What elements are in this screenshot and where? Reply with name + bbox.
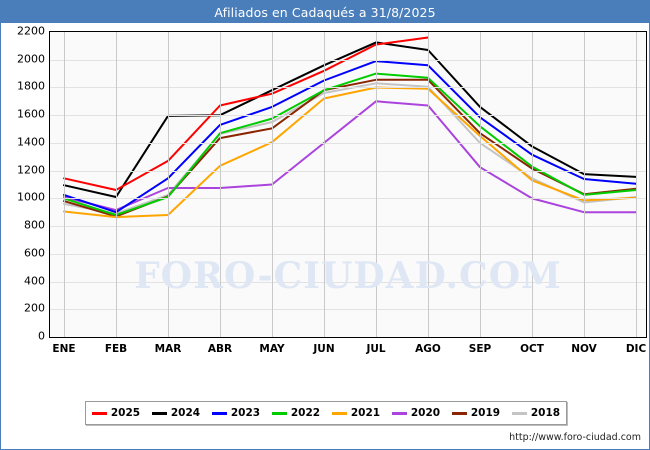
legend-item-2018[interactable]: 2018 (511, 407, 561, 419)
legend-item-label: 2023 (230, 407, 261, 419)
series-line-2020 (63, 100, 637, 214)
x-axis-tick-label: MAR (154, 343, 182, 355)
x-axis-tick-label: NOV (571, 343, 597, 355)
window-title-bar: Afiliados en Cadaqués a 31/8/2025 (1, 1, 649, 23)
legend-swatch-icon (271, 411, 287, 415)
series-line-2023 (63, 60, 637, 214)
x-axis-tick-label: MAY (259, 343, 285, 355)
legend-item-2021[interactable]: 2021 (331, 407, 381, 419)
grid-line-vertical (480, 32, 481, 337)
y-axis-tick-label: 2200 (17, 24, 45, 38)
legend-item-label: 2025 (110, 407, 141, 419)
grid-line-vertical (324, 32, 325, 337)
grid-line-vertical (532, 32, 533, 337)
y-axis-tick-label: 1600 (17, 107, 45, 121)
page-title: Afiliados en Cadaqués a 31/8/2025 (214, 4, 436, 20)
grid-line-vertical (168, 32, 169, 337)
y-axis-tick-label: 0 (38, 329, 45, 343)
y-axis-tick-label: 1400 (17, 135, 45, 149)
legend-item-2020[interactable]: 2020 (391, 407, 441, 419)
grid-line-horizontal (50, 254, 646, 255)
grid-line-horizontal (50, 282, 646, 283)
grid-line-horizontal (50, 115, 646, 116)
legend-swatch-icon (451, 411, 467, 415)
x-axis: ENE FEB MAR ABR MAY JUN JUL AGO SEP OCT NOV DIC (49, 339, 647, 359)
y-axis-tick-label: 1800 (17, 79, 45, 93)
grid-line-horizontal (50, 309, 646, 310)
x-axis-tick-label: OCT (520, 343, 544, 355)
series-line-2018 (63, 82, 637, 215)
legend-item-2023[interactable]: 2023 (211, 407, 261, 419)
series-line-2025 (63, 36, 429, 191)
legend-swatch-icon (331, 411, 347, 415)
grid-line-vertical (64, 32, 65, 337)
x-axis-tick-label: ENE (52, 343, 76, 355)
x-axis-tick-label: JUN (313, 343, 335, 355)
grid-line-horizontal (50, 87, 646, 88)
grid-line-vertical (584, 32, 585, 337)
plot-area (49, 31, 647, 338)
legend-swatch-icon (211, 411, 227, 415)
chart-container: 0 200 400 600 800 1000 1200 1400 1600 1800 2000 220… (1, 23, 649, 427)
legend-item-label: 2020 (410, 407, 441, 419)
grid-line-vertical (220, 32, 221, 337)
grid-line-vertical (428, 32, 429, 337)
legend-swatch-icon (391, 411, 407, 415)
grid-line-horizontal (50, 171, 646, 172)
series-line-2024 (63, 41, 637, 198)
grid-line-vertical (116, 32, 117, 337)
x-axis-tick-label: ABR (207, 343, 233, 355)
legend-item-2019[interactable]: 2019 (451, 407, 501, 419)
x-axis-tick-label: SEP (468, 343, 492, 355)
legend-item-label: 2022 (290, 407, 321, 419)
y-axis-tick-label: 200 (24, 301, 45, 315)
grid-line-horizontal (50, 60, 646, 61)
x-axis-tick-label: JUL (366, 343, 386, 355)
y-axis-tick-label: 800 (24, 218, 45, 232)
x-axis-tick-label: FEB (104, 343, 128, 355)
x-axis-tick-label: AGO (415, 343, 441, 355)
legend-item-label: 2018 (530, 407, 561, 419)
legend-item-label: 2024 (170, 407, 201, 419)
legend-swatch-icon (151, 411, 167, 415)
grid-line-vertical (636, 32, 637, 337)
y-axis-tick-label: 600 (24, 246, 45, 260)
series-line-2021 (63, 86, 637, 219)
series-lines (63, 36, 637, 219)
legend-item-2025[interactable]: 2025 (91, 407, 141, 419)
legend-swatch-icon (511, 411, 527, 415)
legend-item-2024[interactable]: 2024 (151, 407, 201, 419)
chart-legend: 2025 2024 2023 2022 2021 2020 2019 2018 (85, 401, 567, 425)
footer-url: http://www.foro-ciudad.com (509, 432, 641, 443)
y-axis-tick-label: 1200 (17, 163, 45, 177)
legend-item-label: 2019 (470, 407, 501, 419)
grid-line-vertical (272, 32, 273, 337)
y-axis-tick-label: 2000 (17, 52, 45, 66)
grid-line-horizontal (50, 226, 646, 227)
y-axis-tick-label: 1000 (17, 190, 45, 204)
grid-line-horizontal (50, 198, 646, 199)
y-axis-tick-label: 400 (24, 274, 45, 288)
grid-line-horizontal (50, 143, 646, 144)
x-axis-tick-label: DIC (625, 343, 647, 355)
legend-item-label: 2021 (350, 407, 381, 419)
grid-line-vertical (376, 32, 377, 337)
legend-swatch-icon (91, 411, 107, 415)
legend-item-2022[interactable]: 2022 (271, 407, 321, 419)
y-axis: 0 200 400 600 800 1000 1200 1400 1600 1800 2000 220… (1, 25, 45, 343)
